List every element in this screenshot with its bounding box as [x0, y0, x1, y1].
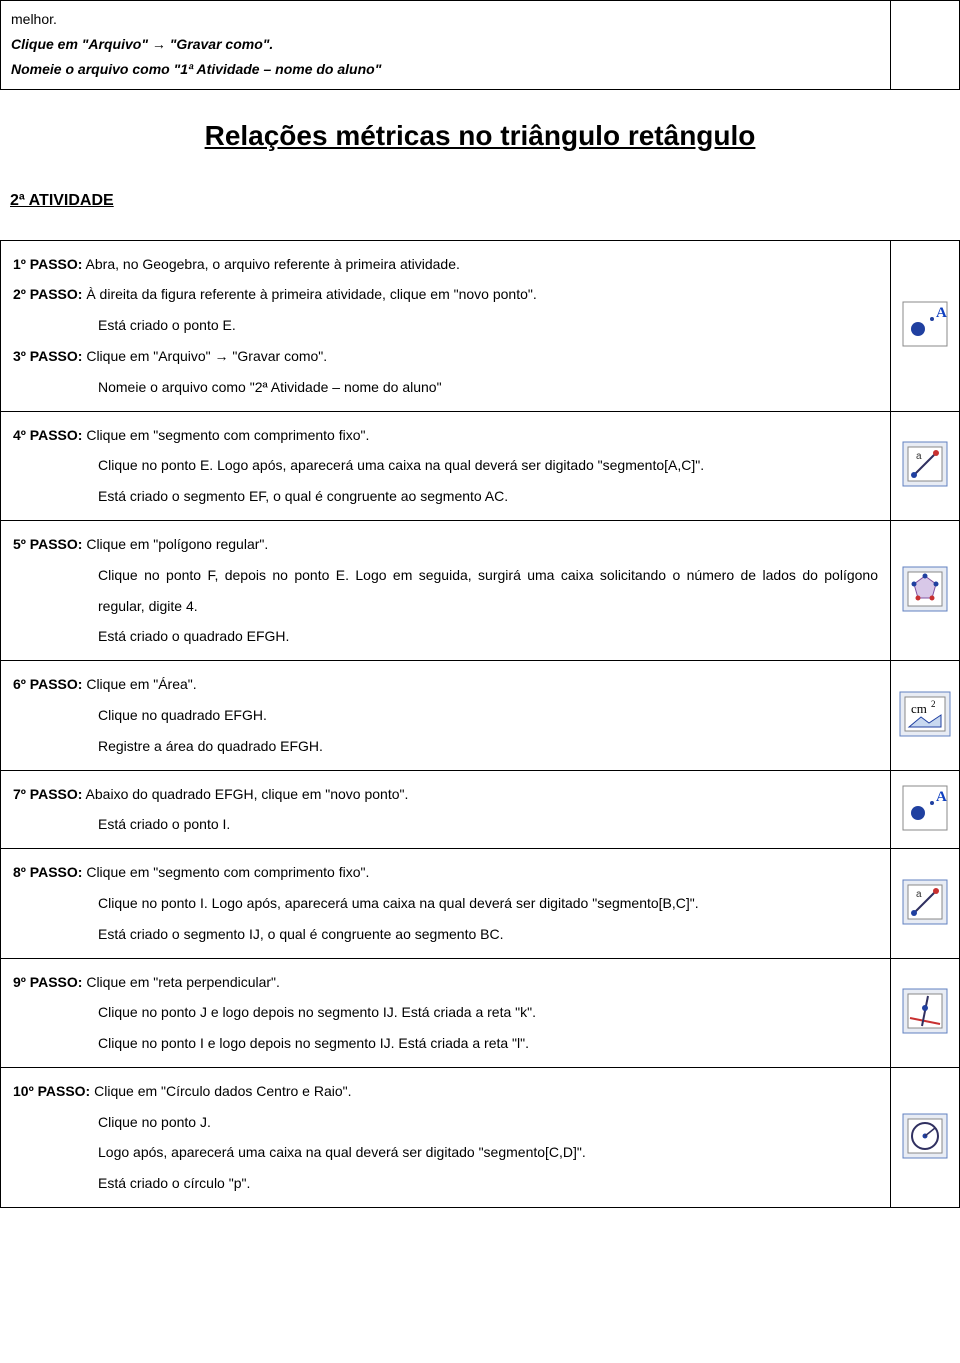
- icon-cell-area: cm 2: [891, 661, 960, 770]
- step6-sub2: Registre a área do quadrado EFGH.: [13, 731, 878, 762]
- step-1-2-3-cell: 1º PASSO: Abra, no Geogebra, o arquivo r…: [1, 240, 891, 411]
- icon-cell-segment-2: a: [891, 849, 960, 958]
- step8-sub2: Está criado o segmento IJ, o qual é cong…: [13, 919, 878, 950]
- step6-label: 6º PASSO:: [13, 676, 82, 692]
- step7-text: Abaixo do quadrado EFGH, clique em "novo…: [82, 786, 408, 802]
- step8-sub1: Clique no ponto I. Logo após, aparecerá …: [13, 888, 878, 919]
- step3-text: Clique em "Arquivo" → "Gravar como".: [82, 348, 327, 364]
- svg-text:a: a: [916, 451, 922, 462]
- icon-cell-perpendicular: [891, 958, 960, 1067]
- step6-text: Clique em "Área".: [82, 676, 196, 692]
- step10-sub2: Logo após, aparecerá uma caixa na qual d…: [13, 1137, 878, 1168]
- point-icon: A: [902, 301, 948, 347]
- step8-label: 8º PASSO:: [13, 864, 82, 880]
- area-icon: cm 2: [899, 691, 951, 737]
- step4-sub2: Está criado o segmento EF, o qual é cong…: [13, 481, 878, 512]
- top-cell-text: melhor. Clique em "Arquivo" → "Gravar co…: [1, 1, 891, 90]
- step3-sub: Nomeie o arquivo como "2ª Atividade – no…: [13, 372, 878, 403]
- step5-sub1: Clique no ponto F, depois no ponto E. Lo…: [13, 560, 878, 622]
- perpendicular-icon: [902, 988, 948, 1034]
- svg-text:2: 2: [931, 699, 936, 709]
- step10-sub3: Está criado o círculo "p".: [13, 1168, 878, 1199]
- step4-label: 4º PASSO:: [13, 427, 82, 443]
- step10-label: 10º PASSO:: [13, 1083, 90, 1099]
- circle-icon: [902, 1113, 948, 1159]
- step6-sub1: Clique no quadrado EFGH.: [13, 700, 878, 731]
- icon-cell-point-2: A: [891, 770, 960, 849]
- step2-sub: Está criado o ponto E.: [13, 310, 878, 341]
- top-line3: Nomeie o arquivo como "1ª Atividade – no…: [11, 61, 381, 77]
- step7-sub: Está criado o ponto I.: [13, 809, 878, 840]
- step-9-cell: 9º PASSO: Clique em "reta perpendicular"…: [1, 958, 891, 1067]
- point-icon: A: [902, 785, 948, 831]
- page-title: Relações métricas no triângulo retângulo: [0, 120, 960, 152]
- step-8-cell: 8º PASSO: Clique em "segmento com compri…: [1, 849, 891, 958]
- step1-text: Abra, no Geogebra, o arquivo referente à…: [82, 256, 459, 272]
- icon-cell-point-1: A: [891, 240, 960, 411]
- icon-cell-segment-1: a: [891, 411, 960, 520]
- step8-text: Clique em "segmento com comprimento fixo…: [82, 864, 369, 880]
- icon-cell-circle: [891, 1067, 960, 1207]
- step10-text: Clique em "Círculo dados Centro e Raio".: [90, 1083, 351, 1099]
- step9-sub2: Clique no ponto I e logo depois no segme…: [13, 1028, 878, 1059]
- step9-label: 9º PASSO:: [13, 974, 82, 990]
- step9-sub1: Clique no ponto J e logo depois no segme…: [13, 997, 878, 1028]
- step4-sub1: Clique no ponto E. Logo após, aparecerá …: [13, 450, 878, 481]
- step5-sub2: Está criado o quadrado EFGH.: [13, 621, 878, 652]
- step-10-cell: 10º PASSO: Clique em "Círculo dados Cent…: [1, 1067, 891, 1207]
- top-line2: Clique em "Arquivo" → "Gravar como".: [11, 36, 273, 52]
- segment-icon: a: [902, 879, 948, 925]
- polygon-icon: [902, 566, 948, 612]
- step10-sub1: Clique no ponto J.: [13, 1107, 878, 1138]
- step1-label: 1º PASSO:: [13, 256, 82, 272]
- svg-text:A: A: [936, 789, 947, 805]
- step5-text: Clique em "polígono regular".: [82, 536, 268, 552]
- steps-table: 1º PASSO: Abra, no Geogebra, o arquivo r…: [0, 240, 960, 1209]
- step7-label: 7º PASSO:: [13, 786, 82, 802]
- step-4-cell: 4º PASSO: Clique em "segmento com compri…: [1, 411, 891, 520]
- top-instruction-table: melhor. Clique em "Arquivo" → "Gravar co…: [0, 0, 960, 90]
- step4-text: Clique em "segmento com comprimento fixo…: [82, 427, 369, 443]
- step-6-cell: 6º PASSO: Clique em "Área". Clique no qu…: [1, 661, 891, 770]
- step2-text: À direita da figura referente à primeira…: [82, 286, 536, 302]
- step2-label: 2º PASSO:: [13, 286, 82, 302]
- step3-label: 3º PASSO:: [13, 348, 82, 364]
- top-empty-cell: [891, 1, 960, 90]
- section-title: 2ª ATIVIDADE: [10, 192, 960, 210]
- step5-label: 5º PASSO:: [13, 536, 82, 552]
- step-7-cell: 7º PASSO: Abaixo do quadrado EFGH, cliqu…: [1, 770, 891, 849]
- top-line1: melhor.: [11, 11, 57, 27]
- step-5-cell: 5º PASSO: Clique em "polígono regular". …: [1, 520, 891, 660]
- segment-icon: a: [902, 441, 948, 487]
- icon-cell-polygon: [891, 520, 960, 660]
- svg-text:A: A: [936, 305, 947, 321]
- svg-text:a: a: [916, 889, 922, 900]
- step9-text: Clique em "reta perpendicular".: [82, 974, 279, 990]
- svg-text:cm: cm: [911, 701, 927, 716]
